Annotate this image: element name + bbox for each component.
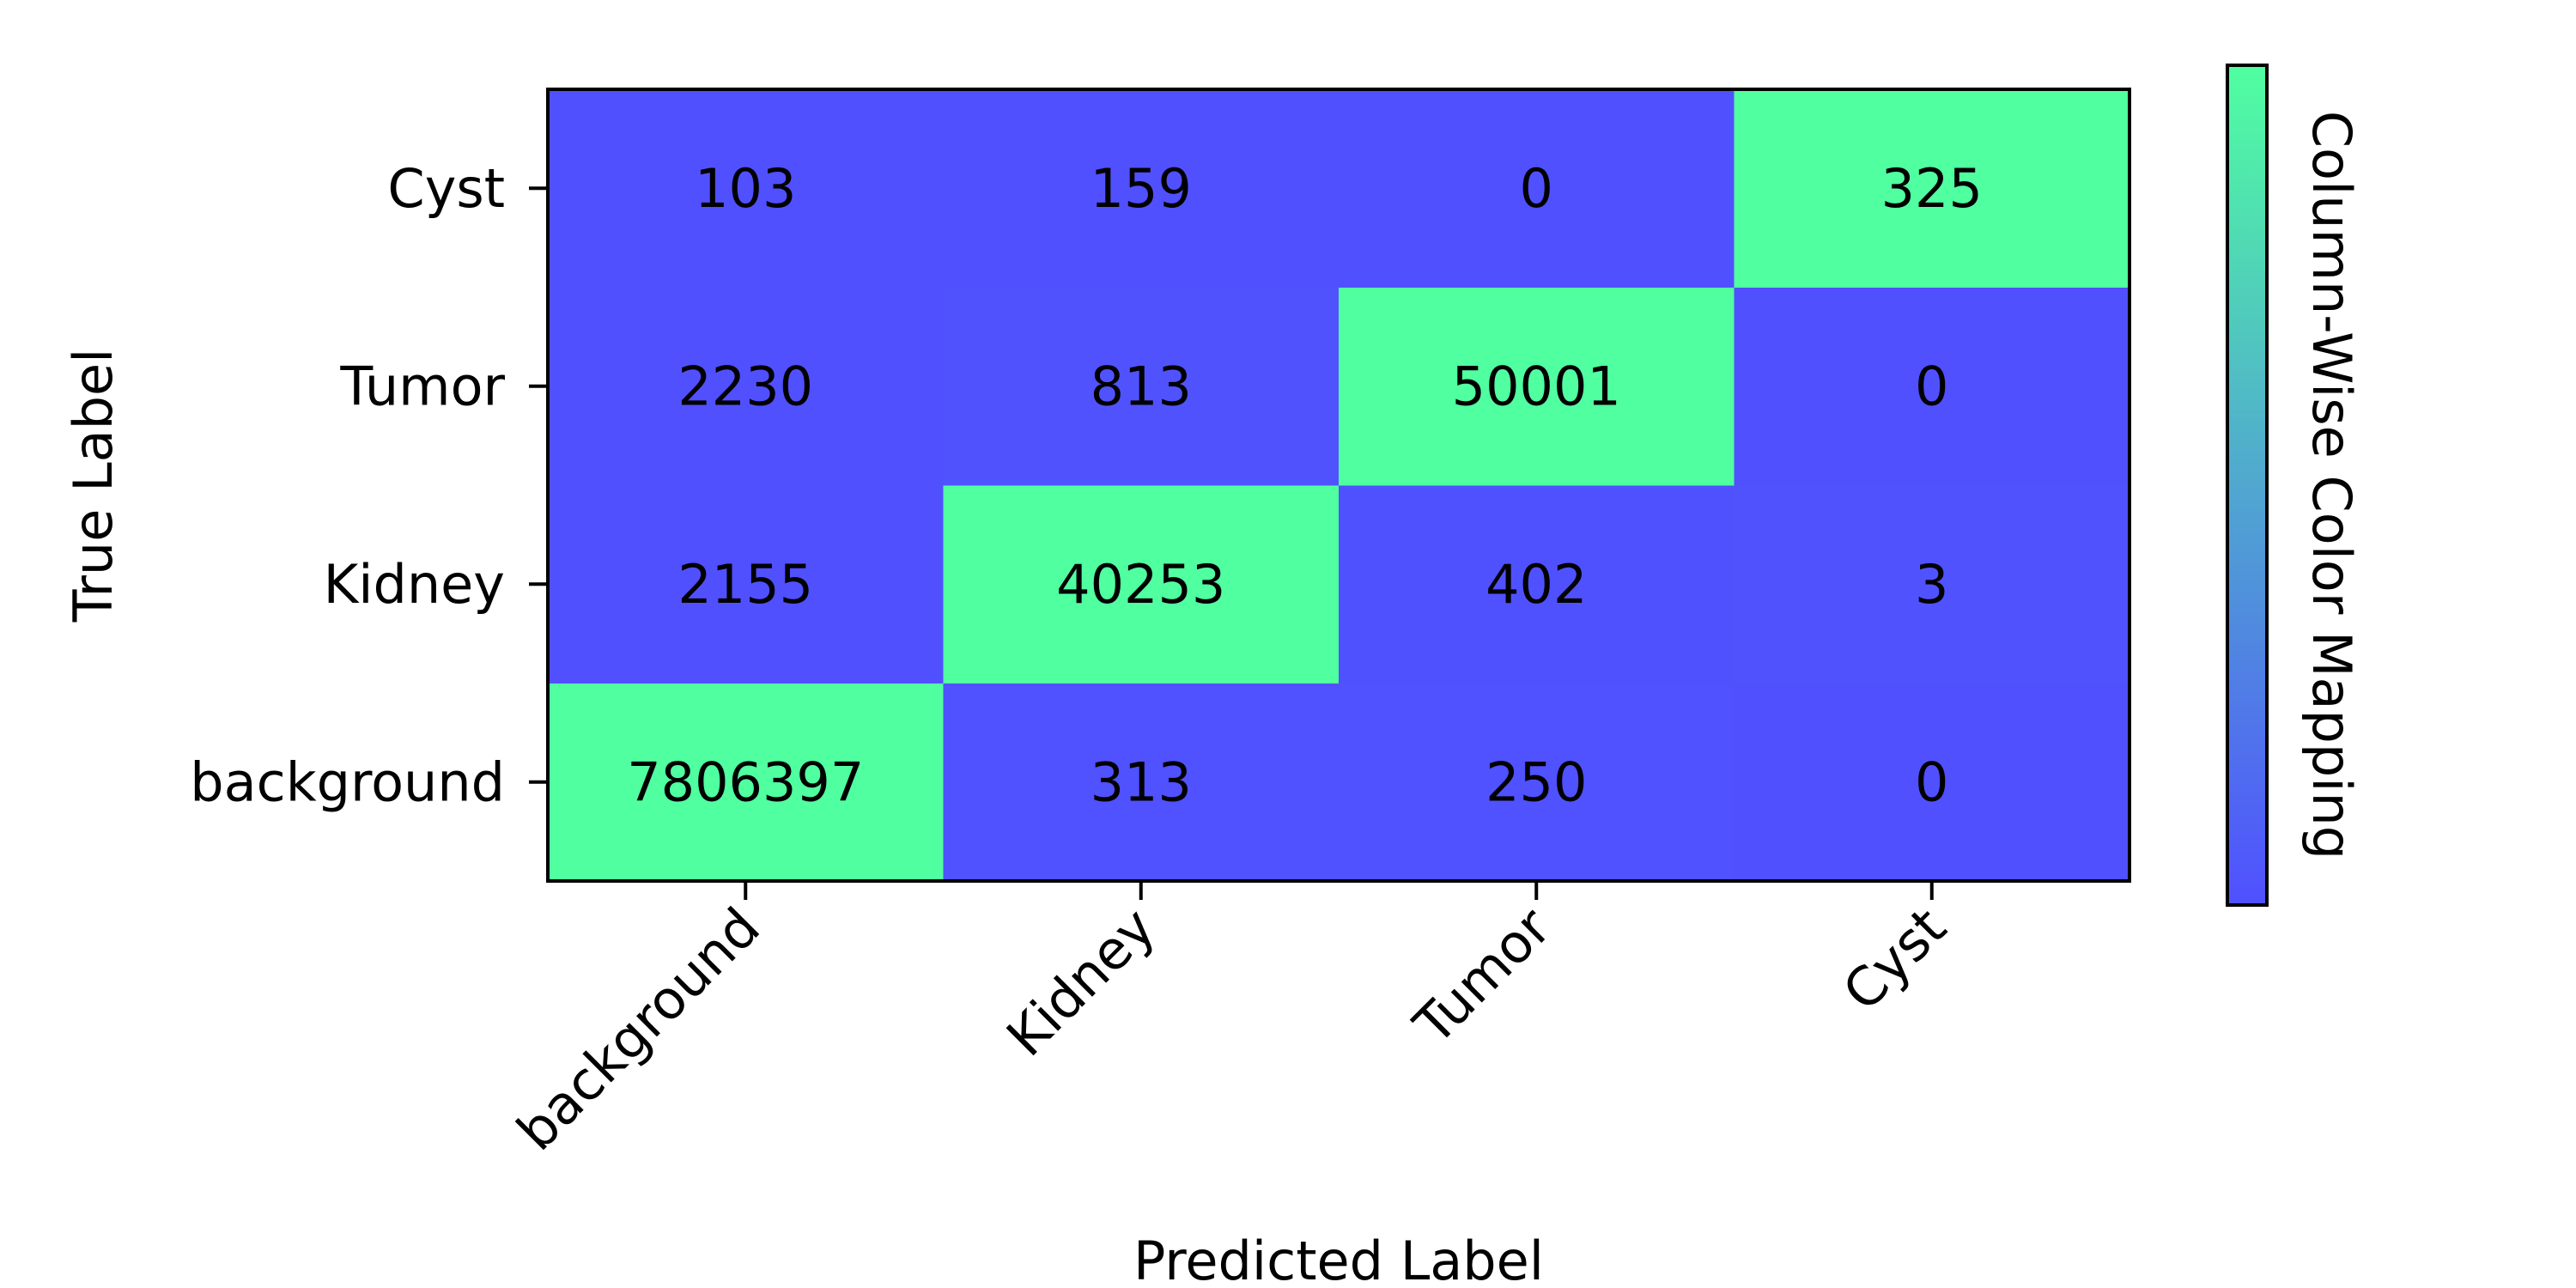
heatmap-cell-value: 40253 [1056, 553, 1225, 616]
heatmap-cell [943, 683, 1340, 882]
y-axis-title: True Label [62, 349, 125, 623]
heatmap-cell-value: 3 [1915, 553, 1948, 616]
heatmap-cell-value: 313 [1091, 750, 1192, 813]
heatmap-cell [548, 89, 944, 288]
x-tick-label: background [505, 896, 772, 1163]
heatmap-cell [1734, 89, 2130, 288]
y-axis-ticks: background Kidney Tumor Cyst [190, 157, 548, 813]
y-tick-label: Kidney [324, 553, 505, 616]
heatmap-cell [548, 683, 944, 882]
heatmap-cell [943, 485, 1340, 683]
y-tick-label: Tumor [339, 355, 505, 417]
heatmap-cell-value: 159 [1091, 157, 1192, 220]
heatmap-cell-value: 813 [1091, 355, 1192, 417]
y-tick-label: Cyst [387, 157, 505, 220]
colorbar [2226, 64, 2269, 907]
x-tick-label: Tumor [1401, 896, 1563, 1057]
x-axis-ticks: background Kidney Tumor Cyst [505, 881, 1958, 1163]
heatmap-cell-value: 0 [1915, 355, 1948, 417]
heatmap-cell [1734, 683, 2130, 882]
heatmap-cell [943, 89, 1340, 288]
heatmap-cell-value: 0 [1915, 750, 1948, 813]
heatmap-cell [1734, 485, 2130, 683]
heatmap-cell [1339, 485, 1735, 683]
heatmap-cell [1734, 287, 2130, 486]
heatmap-cell [1339, 683, 1735, 882]
x-axis-title: Predicted Label [1133, 1230, 1544, 1288]
x-tick-label: Kidney [994, 896, 1167, 1068]
heatmap-cell-value: 2230 [677, 355, 813, 417]
heatmap-cell-value: 0 [1520, 157, 1553, 220]
heatmap-cell-value: 2155 [677, 553, 813, 616]
heatmap-cell [548, 485, 944, 683]
heatmap-cell [548, 287, 944, 486]
heatmap-cell-value: 7806397 [627, 750, 864, 813]
heatmap-cell [1339, 89, 1735, 288]
y-tick-label: background [190, 750, 505, 813]
heatmap-cell-value: 325 [1881, 157, 1983, 220]
heatmap-cell [943, 287, 1340, 486]
plot-frame [546, 88, 2131, 883]
heatmap-cell-value: 250 [1485, 750, 1587, 813]
heatmap-cell-value: 103 [695, 157, 796, 220]
heatmap-cells [548, 89, 2130, 882]
heatmap-cell-labels: 7806397 313 250 0 2155 40253 402 3 2230 813 50001 0… [627, 157, 1983, 814]
colorbar-title: Column-Wise Color Mapping [2300, 111, 2363, 860]
heatmap-cell-value: 402 [1485, 553, 1587, 616]
heatmap-cell-value: 50001 [1452, 355, 1621, 417]
x-tick-label: Cyst [1831, 896, 1958, 1023]
heatmap-cell [1339, 287, 1735, 486]
